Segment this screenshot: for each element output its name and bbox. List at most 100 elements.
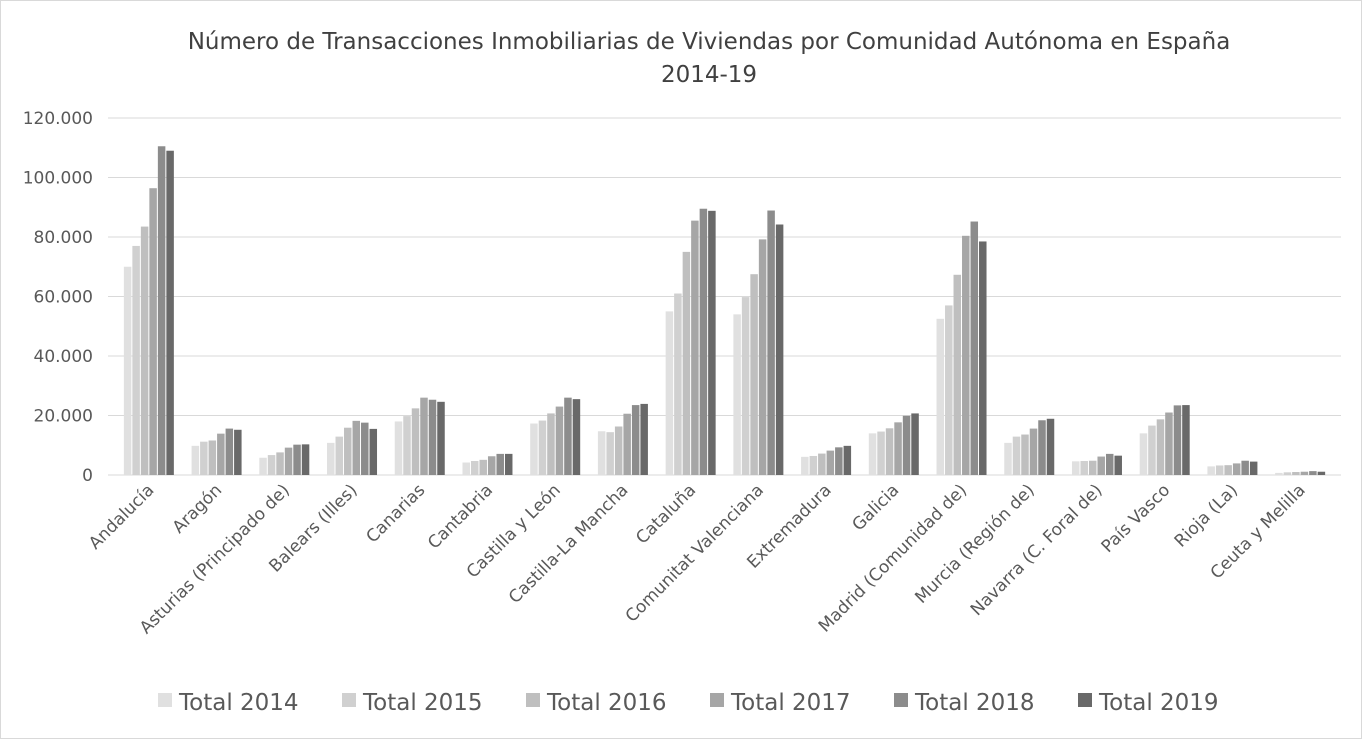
legend-label: Total 2018 [914, 690, 1035, 716]
bar [1029, 428, 1038, 475]
x-category-label: País Vasco [1098, 480, 1175, 557]
x-category-label: Aragón [169, 480, 226, 537]
chart-title-line-1: Número de Transacciones Inmobiliarias de… [188, 29, 1231, 55]
bar [597, 431, 606, 475]
bar [572, 399, 581, 475]
bar [1275, 472, 1283, 475]
bar [428, 399, 437, 475]
x-category-label: Castilla-La Mancha [505, 480, 632, 607]
x-category-label: Rioja (La) [1171, 480, 1242, 551]
bar [1165, 412, 1173, 475]
bar [1173, 405, 1182, 475]
x-category-label: Navarra (C. Foral de) [967, 480, 1107, 620]
bar [809, 455, 818, 475]
bar [801, 456, 809, 475]
bar [868, 433, 877, 475]
bar [674, 293, 682, 475]
bar [403, 416, 411, 475]
bar [140, 226, 149, 475]
bar [1224, 465, 1232, 475]
bar [259, 457, 267, 475]
chart-title: Número de Transacciones Inmobiliarias de… [188, 29, 1231, 88]
bar [267, 455, 276, 475]
bar [1292, 472, 1300, 475]
legend-swatch [1078, 693, 1092, 707]
bar [1300, 471, 1309, 475]
bar [132, 245, 140, 475]
bar [1182, 405, 1190, 475]
bar [682, 251, 691, 475]
bar [936, 318, 945, 475]
bar [1249, 461, 1258, 475]
bar [1038, 420, 1046, 475]
x-category-label: Andalucía [85, 480, 158, 553]
bar [775, 224, 784, 475]
bar [758, 239, 767, 475]
bar [962, 235, 970, 475]
x-category-label: Cantabria [424, 480, 497, 553]
bar [1021, 434, 1029, 475]
bar [487, 456, 496, 475]
legend-swatch [894, 693, 908, 707]
bar [293, 444, 301, 475]
bar [504, 453, 513, 475]
bar [352, 420, 361, 475]
bar [733, 314, 741, 475]
bar [344, 427, 352, 475]
legend-swatch [526, 693, 540, 707]
bar [1317, 471, 1326, 475]
bar [479, 459, 487, 475]
bar [538, 420, 547, 475]
bar [885, 428, 894, 475]
bar [818, 453, 826, 475]
y-tick-label: 20.000 [34, 407, 93, 427]
x-category-label: Cataluña [632, 480, 700, 548]
legend-label: Total 2015 [362, 690, 483, 716]
bar [1071, 461, 1080, 475]
bar [1241, 460, 1249, 475]
bar [276, 452, 284, 475]
legend: Total 2014 Total 2015 Total 2016 Total 2017… [158, 690, 1219, 716]
bar [123, 266, 132, 475]
bar [877, 431, 885, 475]
bar [902, 415, 911, 475]
bar [606, 432, 614, 475]
bars [123, 146, 1326, 476]
legend-swatch [710, 693, 724, 707]
bar [327, 442, 335, 475]
bar [157, 146, 166, 475]
y-tick-label: 80.000 [34, 228, 93, 248]
bar [1283, 472, 1292, 475]
bar [200, 441, 208, 475]
bar [970, 221, 979, 475]
legend-label: Total 2016 [546, 690, 667, 716]
bar [564, 397, 572, 475]
bar [1156, 419, 1165, 475]
y-tick-label: 40.000 [34, 347, 93, 367]
bar [234, 429, 242, 475]
bar [335, 436, 344, 475]
bar [547, 413, 555, 475]
y-tick-label: 60.000 [34, 288, 93, 308]
bar [394, 421, 403, 475]
y-tick-label: 0 [82, 466, 93, 486]
bar [614, 426, 623, 475]
bar [361, 422, 369, 475]
bar [1097, 456, 1105, 475]
bar [665, 311, 674, 475]
legend-label: Total 2019 [1098, 690, 1219, 716]
legend-swatch [342, 693, 356, 707]
bar [470, 461, 479, 475]
bar [1114, 455, 1122, 475]
bar [530, 423, 538, 475]
bar [1012, 436, 1021, 475]
bar [496, 453, 504, 475]
legend-label: Total 2014 [178, 690, 299, 716]
bar [1088, 460, 1097, 475]
bar [369, 428, 378, 475]
bar [953, 274, 962, 475]
bar [462, 462, 470, 475]
